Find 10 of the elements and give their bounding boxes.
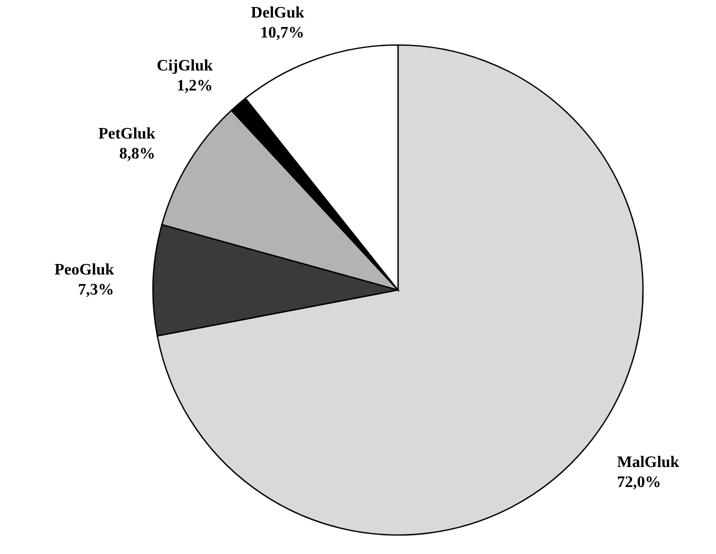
- data-label: 1,2%: [176, 77, 213, 94]
- data-label: 7,3%: [78, 281, 114, 298]
- slice-label: CijGluk: [156, 57, 213, 74]
- data-label: 10,7%: [260, 24, 304, 42]
- data-label: 72,0%: [616, 474, 661, 492]
- data-label: 8,8%: [119, 145, 156, 162]
- slice-label: DelGuk: [250, 4, 304, 22]
- slice-label: MalGluk: [616, 454, 680, 472]
- slice-label: PetGluk: [98, 125, 156, 142]
- slice-label: PeoGluk: [54, 261, 114, 278]
